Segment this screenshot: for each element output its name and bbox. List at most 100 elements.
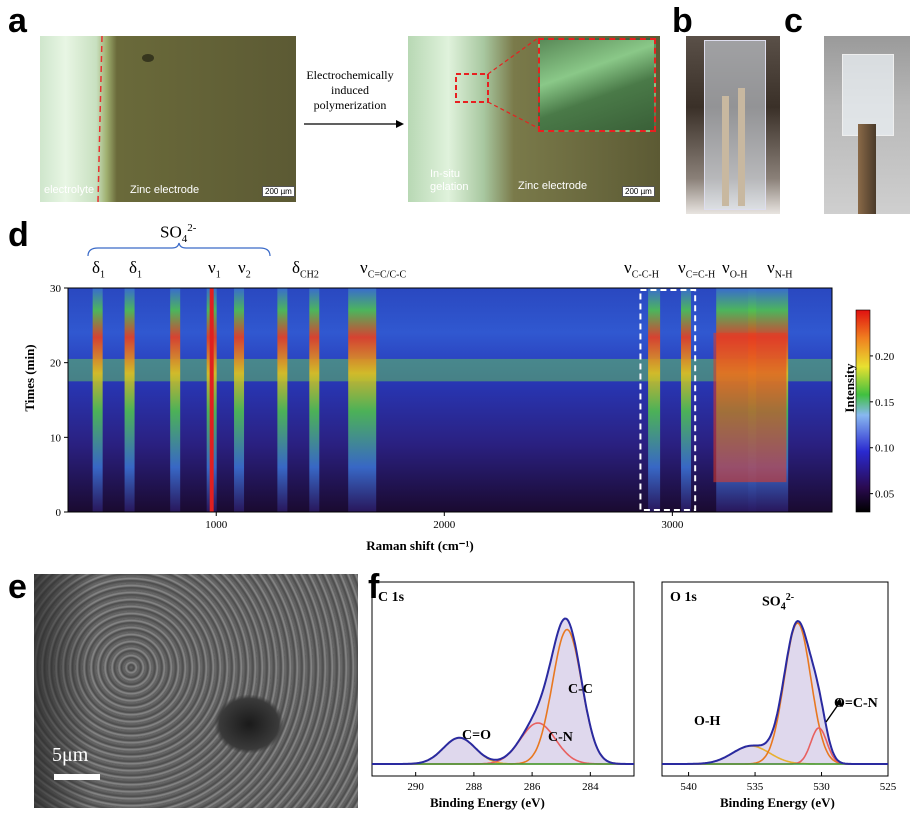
- panel-label-c: c: [784, 2, 803, 40]
- heatmap-ytick-label: 10: [50, 432, 62, 444]
- raman-heatmap: 1000 2000 3000 0 10 20 30 0.05 0.10 0.15 0.20: [50, 283, 895, 531]
- zoomed-inset: [538, 38, 656, 132]
- in-situ-gelation-label: In-situ gelation: [430, 168, 469, 194]
- heatmap-peak-stripe: [309, 288, 320, 512]
- sulfate-brace: [87, 242, 271, 257]
- heatmap-peak-label: νC=C/C-C: [360, 258, 407, 281]
- xps-o-envelope-fill: [662, 621, 888, 764]
- sem-scale-bar: [54, 774, 100, 780]
- heatmap-frame: [67, 287, 833, 513]
- heatmap-ytick-label: 30: [50, 283, 62, 295]
- colorbar-label: Intensity: [842, 363, 857, 413]
- heatmap-peak-label: ν1: [208, 258, 221, 281]
- xps-sulfate-sub: 4: [780, 601, 786, 613]
- heatmap-highlight-box: [639, 289, 697, 511]
- xps-c-xtick-label: 288: [466, 781, 483, 793]
- zinc-electrode-label-right: Zinc electrode: [518, 180, 588, 192]
- xps-o-xtick-label: 525: [880, 781, 897, 793]
- xps-c-envelope-fill: [372, 618, 634, 764]
- zinc-electrode-label: Zinc electrode: [130, 184, 200, 196]
- right-arrow-icon: [304, 120, 404, 128]
- panel-label-a: a: [8, 2, 27, 40]
- heatmap-peak-stripe: [170, 288, 181, 512]
- xps-spectra: 290 288 286 284 540 535 530 525: [371, 581, 897, 793]
- heatmap-nu1-line: [209, 288, 214, 512]
- xps-o-xtick-label: 540: [680, 781, 697, 793]
- xps-arrowhead-icon: [835, 698, 843, 707]
- heatmap-xtick-label: 3000: [661, 519, 684, 531]
- arrow-text-line1: Electrochemically: [306, 68, 394, 82]
- heatmap-peak-label: δ1: [129, 258, 143, 281]
- sulfate-label: SO: [160, 222, 182, 242]
- peak-label-sulfate: SO42-: [762, 592, 794, 612]
- sem-image: 5μm: [34, 574, 358, 808]
- panel-label-e: e: [8, 568, 27, 606]
- heatmap-background: [68, 288, 832, 512]
- colorbar-tick-label: 0.20: [875, 351, 895, 363]
- xps-c-xlabel: Binding Energy (eV): [430, 795, 545, 810]
- peak-label-c-eq-o: C=O: [462, 728, 491, 743]
- gelation-line1: In-situ: [430, 168, 460, 180]
- peak-label-c-n: C-N: [548, 730, 573, 745]
- heatmap-peak-label: νC-C-H: [624, 258, 659, 281]
- heatmap-xtick-label: 2000: [433, 519, 456, 531]
- panel-label-f: f: [368, 568, 380, 606]
- sem-scale-text: 5μm: [52, 744, 89, 766]
- heatmap-peak-stripe: [348, 288, 377, 512]
- heatmap-peak-label: νC=C-H: [678, 258, 716, 281]
- xps-c-title: C 1s: [378, 590, 405, 605]
- colorbar-tick-label: 0.15: [875, 397, 895, 409]
- heatmap-xtick-label: 1000: [205, 519, 228, 531]
- panel-label-d: d: [8, 216, 29, 254]
- colorbar-tick-label: 0.05: [875, 489, 895, 501]
- xps-sulfate-text: SO: [762, 594, 781, 610]
- heatmap-peak-stripe: [277, 288, 288, 512]
- heatmap-peak-stripe: [92, 288, 103, 512]
- xps-o-frame: [661, 581, 889, 777]
- peak-label-o-h: O-H: [694, 714, 721, 729]
- heatmap-ytick-label: 0: [56, 507, 62, 519]
- heatmap-peak-stripe: [648, 288, 661, 512]
- peak-label-c-c: C-C: [568, 682, 593, 697]
- colorbar: [855, 309, 871, 513]
- micrograph-left: electrolyte Zinc electrode 200 µm: [40, 36, 296, 202]
- scale-bar-right: 200 µm: [622, 186, 655, 197]
- heatmap-peak-stripe: [234, 288, 245, 512]
- heatmap-peak-stripe: [124, 288, 135, 512]
- peak-label-o-c-n: O=C-N: [834, 696, 878, 711]
- xps-c-xtick-label: 284: [582, 781, 599, 793]
- panel-label-b: b: [672, 2, 693, 40]
- xps-c-envelope: [372, 617, 634, 765]
- heatmap-xlabel: Raman shift (cm⁻¹): [366, 538, 474, 553]
- micrograph-right: In-situ gelation Zinc electrode 200 µm: [408, 36, 660, 202]
- electrolyte-label: electrolyte: [44, 184, 95, 196]
- heatmap-peak-label: νN-H: [767, 258, 793, 281]
- xps-c-frame: [371, 581, 635, 777]
- scale-bar-left: 200 µm: [262, 186, 295, 197]
- heatmap-peak-label: ν2: [238, 258, 251, 281]
- xps-o-xlabel: Binding Energy (eV): [720, 795, 835, 810]
- xps-c-xtick-label: 290: [407, 781, 424, 793]
- sulfate-group-label: SO42-: [160, 222, 196, 245]
- photo-cell-b: [686, 36, 780, 214]
- heatmap-peak-label: δ1: [92, 258, 106, 281]
- polymerization-arrow-text: Electrochemically induced polymerization: [298, 68, 402, 113]
- arrow-text-line3: polymerization: [313, 98, 387, 112]
- arrow-text-line2: induced: [331, 83, 369, 97]
- sulfate-sup: 2-: [187, 222, 197, 234]
- heatmap-peak-stripe: [681, 288, 692, 512]
- xps-c-xtick-label: 286: [524, 781, 541, 793]
- heatmap-ytick-label: 20: [50, 358, 62, 370]
- xps-o-title: O 1s: [670, 590, 697, 605]
- heatmap-peak-label: νO-H: [722, 258, 748, 281]
- xps-sulfate-sup: 2-: [785, 592, 795, 603]
- photo-cell-c: [824, 36, 910, 214]
- heatmap-oh-nh-core: [713, 332, 787, 483]
- sulfate-sub: 4: [181, 233, 188, 246]
- gelation-line2: gelation: [430, 181, 469, 193]
- xps-o-xtick-label: 535: [747, 781, 764, 793]
- heatmap-ylabel-text: Times (min): [22, 344, 37, 412]
- colorbar-tick-label: 0.10: [875, 443, 895, 455]
- xps-o-xtick-label: 530: [813, 781, 830, 793]
- xps-arrow-icon: [825, 701, 841, 723]
